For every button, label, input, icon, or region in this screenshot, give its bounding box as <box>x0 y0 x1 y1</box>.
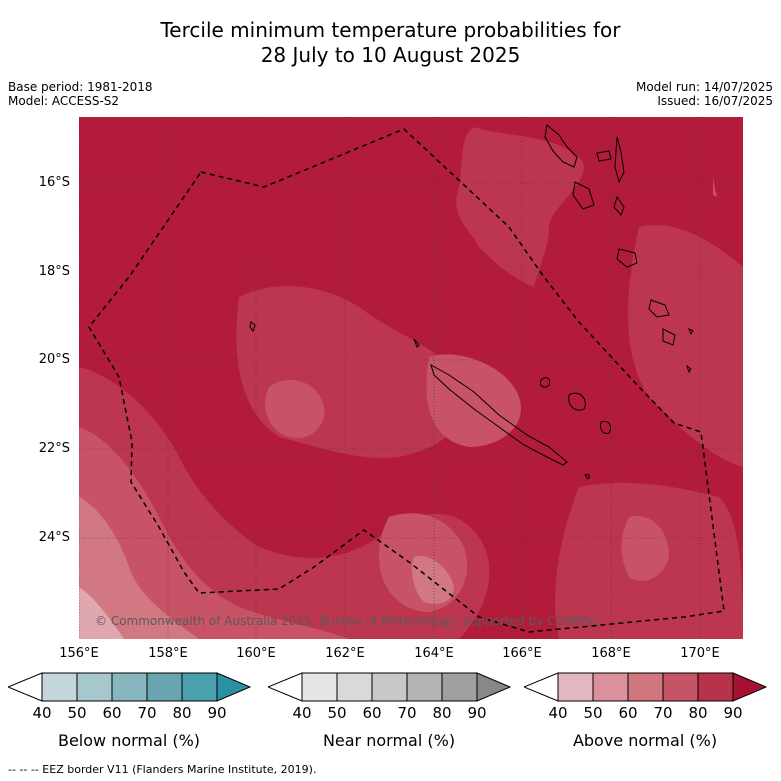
title-line-2: 28 July to 10 August 2025 <box>260 43 521 67</box>
ouvea-island <box>540 377 550 388</box>
below-normal-label: Below normal (%) <box>57 731 201 750</box>
aneityum-island <box>686 364 692 374</box>
maewo-island <box>596 150 612 162</box>
region-southwest-lightest <box>79 587 124 639</box>
lon-label-164e: 164°E <box>414 646 454 661</box>
probability-map <box>79 117 743 639</box>
eez-footnote: -- -- -- EEZ border V11 (Flanders Marine… <box>8 763 317 776</box>
below-tick-70: 70 <box>137 704 157 722</box>
above-tick-40: 40 <box>548 704 568 722</box>
colorbar-below-normal-min-arrow <box>8 672 43 702</box>
below-tick-50: 50 <box>67 704 87 722</box>
below-tick-90: 90 <box>207 704 227 722</box>
colorbar-near-normal-bin-5 <box>441 672 478 702</box>
lat-label-24s: 24°S <box>38 530 70 545</box>
above-tick-80: 80 <box>688 704 708 722</box>
eez-border <box>88 128 725 633</box>
new-caledonia-outline <box>430 363 568 466</box>
above-tick-70: 70 <box>653 704 673 722</box>
near-tick-40: 40 <box>292 704 312 722</box>
meta-right: Model run: 14/07/2025 Issued: 16/07/2025 <box>636 80 773 108</box>
below-tick-40: 40 <box>32 704 52 722</box>
mare-island <box>600 420 612 434</box>
lifou-island <box>568 392 586 411</box>
near-tick-60: 60 <box>362 704 382 722</box>
belep-islands <box>413 338 420 348</box>
colorbar-near-normal-bin-1 <box>301 672 338 702</box>
colorbar-above-normal-max-arrow <box>732 672 768 702</box>
colorbar-below-normal-max-arrow <box>216 672 252 702</box>
colorbar-below-normal-bin-1 <box>41 672 78 702</box>
lon-label-160e: 160°E <box>236 646 276 661</box>
lat-label-22s: 22°S <box>38 441 70 456</box>
region-southwest-mid <box>79 427 349 639</box>
near-normal-label: Near normal (%) <box>322 731 456 750</box>
model-run: Model run: 14/07/2025 <box>635 80 773 94</box>
lat-label-16s: 16°S <box>38 175 70 190</box>
colorbar-below-normal-bin-5 <box>181 672 218 702</box>
colorbar-below-normal-bin-2 <box>76 672 113 702</box>
colorbar-above-normal-bin-2 <box>592 672 629 702</box>
above-tick-50: 50 <box>583 704 603 722</box>
above-tick-90: 90 <box>723 704 743 722</box>
map-gridlines <box>79 117 743 639</box>
espiritu-santo-outline <box>544 124 578 168</box>
pentecost-island <box>614 136 625 184</box>
lon-label-166e: 166°E <box>502 646 542 661</box>
copyright-notice: © Commonwealth of Australia 2025, Bureau… <box>95 614 601 628</box>
colorbar-above-normal-bin-4 <box>662 672 699 702</box>
lon-label-158e: 158°E <box>148 646 188 661</box>
colorbar-above-normal-bin-3 <box>627 672 664 702</box>
isle-of-pines <box>584 474 590 480</box>
colorbar-above-normal <box>524 672 768 702</box>
near-tick-50: 50 <box>327 704 347 722</box>
lat-label-18s: 18°S <box>38 264 70 279</box>
malekula-island <box>572 181 595 210</box>
below-tick-60: 60 <box>102 704 122 722</box>
colorbar-above-normal-bin-5 <box>697 672 734 702</box>
ambrym-island <box>613 195 625 216</box>
lon-label-162e: 162°E <box>325 646 365 661</box>
colorbar-below-normal-bin-3 <box>111 672 148 702</box>
above-tick-60: 60 <box>618 704 638 722</box>
region-central-mid <box>265 379 325 438</box>
above-normal-label: Above normal (%) <box>572 731 718 750</box>
efate-island <box>616 248 638 268</box>
colorbar-near-normal-bin-4 <box>406 672 443 702</box>
lon-label-156e: 156°E <box>59 646 99 661</box>
meta-left: Base period: 1981-2018 Model: ACCESS-S2 <box>8 80 153 108</box>
near-tick-70: 70 <box>397 704 417 722</box>
chesterfield-islands <box>249 321 256 333</box>
region-southeast-mid <box>621 516 669 581</box>
colorbar-near-normal-bin-3 <box>371 672 408 702</box>
colorbar-above-normal-min-arrow <box>524 672 559 702</box>
lon-label-170e: 170°E <box>680 646 720 661</box>
colorbar-above-normal-bin-1 <box>557 672 594 702</box>
region-north-light <box>456 127 584 287</box>
base-period: Base period: 1981-2018 <box>8 80 153 94</box>
hunter-island <box>688 327 694 336</box>
chart-title: Tercile minimum temperature probabilitie… <box>0 18 781 68</box>
title-line-1: Tercile minimum temperature probabilitie… <box>160 18 621 42</box>
east-island-patch <box>713 177 717 197</box>
region-east-light <box>628 225 743 467</box>
near-tick-80: 80 <box>432 704 452 722</box>
colorbar-near-normal-min-arrow <box>268 672 303 702</box>
near-tick-90: 90 <box>467 704 487 722</box>
erromango-island <box>648 299 670 318</box>
colorbar-near-normal <box>268 672 512 702</box>
region-southwest-light <box>79 497 199 639</box>
tanna-island <box>662 328 676 346</box>
region-newcal-light <box>426 354 521 447</box>
issued-date: Issued: 16/07/2025 <box>657 94 773 108</box>
region-south-light-core <box>412 556 454 604</box>
colorbar-near-normal-bin-2 <box>336 672 373 702</box>
lon-label-168e: 168°E <box>591 646 631 661</box>
colorbar-below-normal-bin-4 <box>146 672 183 702</box>
below-tick-80: 80 <box>172 704 192 722</box>
colorbar-near-normal-max-arrow <box>476 672 512 702</box>
colorbar-below-normal <box>8 672 252 702</box>
model-name: Model: ACCESS-S2 <box>8 94 120 108</box>
lat-label-20s: 20°S <box>38 352 70 367</box>
